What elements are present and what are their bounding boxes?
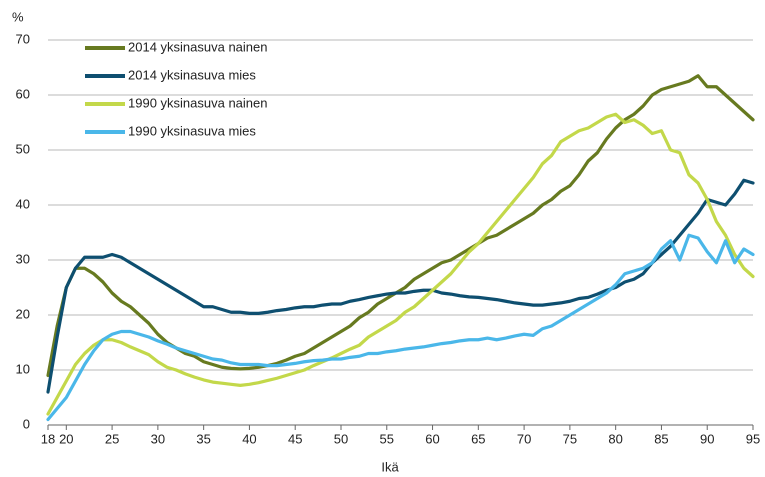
x-tick-label: 65: [471, 431, 485, 446]
x-tick-label: 85: [654, 431, 668, 446]
x-tick-label: 55: [380, 431, 394, 446]
series-line: [46, 112, 755, 416]
x-tick-label: 35: [196, 431, 210, 446]
x-tick-label: 50: [334, 431, 348, 446]
y-tick-label: 40: [16, 196, 30, 211]
x-tick-label: 80: [608, 431, 622, 446]
legend-label: 2014 yksinasuva nainen: [128, 39, 268, 54]
x-tick-label: 30: [151, 431, 165, 446]
y-tick-label: 0: [23, 416, 30, 431]
x-tick-label: 40: [242, 431, 256, 446]
y-axis-label: %: [12, 9, 24, 24]
y-tick-label: 20: [16, 306, 30, 321]
series-line: [46, 178, 755, 394]
x-tick-label: 95: [746, 431, 760, 446]
x-tick-label: 90: [700, 431, 714, 446]
y-tick-label: 30: [16, 251, 30, 266]
legend-label: 1990 yksinasuva nainen: [128, 95, 268, 110]
x-tick-label: 20: [59, 431, 73, 446]
x-tick-label: 75: [563, 431, 577, 446]
x-tick-label: 18: [41, 431, 55, 446]
x-tick-label: 70: [517, 431, 531, 446]
x-tick-label: 60: [425, 431, 439, 446]
x-axis-label: Ikä: [381, 459, 399, 474]
y-tick-label: 70: [16, 31, 30, 46]
series-line: [46, 74, 755, 378]
legend-label: 1990 yksinasuva mies: [128, 123, 256, 138]
y-tick-label: 10: [16, 361, 30, 376]
y-tick-label: 60: [16, 86, 30, 101]
legend-label: 2014 yksinasuva mies: [128, 67, 256, 82]
y-tick-label: 50: [16, 141, 30, 156]
x-tick-label: 25: [105, 431, 119, 446]
series-line: [46, 233, 755, 422]
x-tick-label: 45: [288, 431, 302, 446]
